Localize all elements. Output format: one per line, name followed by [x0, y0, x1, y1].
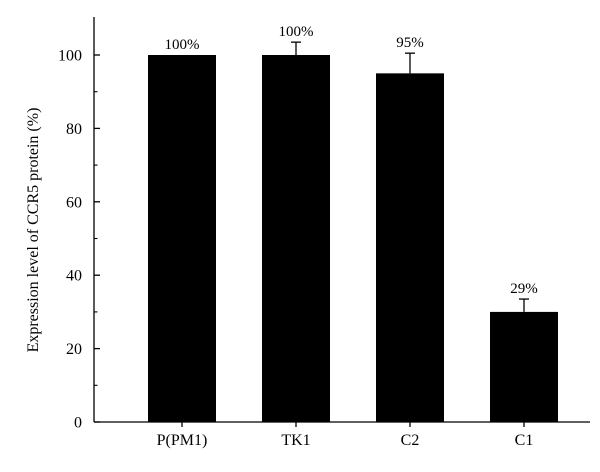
- data-label: 29%: [510, 281, 538, 297]
- y-tick-label: 60: [66, 194, 82, 211]
- y-axis-ticks: 0 20 40 60 80 100: [58, 48, 100, 432]
- bar: [262, 55, 330, 422]
- y-tick-label: 0: [74, 415, 82, 432]
- bar: [490, 311, 558, 422]
- y-tick-label: 40: [66, 268, 82, 285]
- y-tick-label: 20: [66, 341, 82, 358]
- data-label: 100%: [165, 37, 200, 53]
- bar: [376, 73, 444, 422]
- x-tick-label: C2: [401, 432, 420, 449]
- data-label: 95%: [396, 35, 424, 51]
- y-axis-title: Expression level of CCR5 protein (%): [25, 108, 42, 353]
- y-tick-label: 100: [58, 48, 82, 65]
- x-tick-label: C1: [515, 432, 534, 449]
- x-tick-label: TK1: [281, 432, 310, 449]
- x-tick-label: P(PM1): [157, 432, 208, 449]
- y-tick-label: 80: [66, 121, 82, 138]
- bar: [148, 55, 216, 422]
- data-label: 100%: [279, 24, 314, 40]
- bars: 100% 100% 95% 29%: [148, 24, 558, 422]
- x-axis-ticks: P(PM1) TK1 C2 C1: [157, 422, 534, 449]
